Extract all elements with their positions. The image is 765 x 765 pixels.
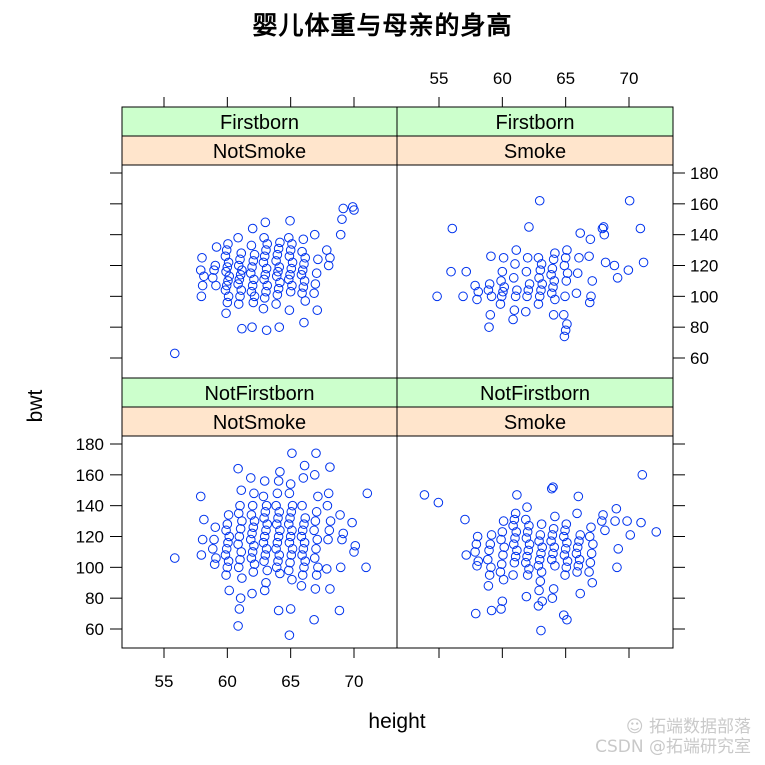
panel-frame-top-left (121, 164, 398, 379)
watermark-line1: 拓端数据部落 (649, 717, 751, 737)
x-tick-label: 65 (281, 672, 300, 691)
y-tick-label: 100 (76, 558, 104, 577)
y-tick-label: 160 (76, 466, 104, 485)
strip-label-parity: NotFirstborn (480, 383, 590, 405)
strip-label-parity: Firstborn (496, 112, 575, 134)
panel-strip-bottom-left: NotFirstborn NotSmoke (121, 377, 398, 437)
panel-points-bottom-left (169, 448, 373, 640)
x-tick-label: 60 (493, 69, 512, 88)
panel-strip-top-left: Firstborn NotSmoke (121, 106, 398, 166)
strip-label-smoke: Smoke (504, 141, 566, 163)
y-tick-label: 100 (690, 287, 718, 306)
panel-strip-top-right: Firstborn Smoke (396, 106, 674, 166)
x-tick-label: 70 (620, 69, 639, 88)
y-tick-label: 80 (690, 318, 709, 337)
x-tick-label: 55 (155, 672, 174, 691)
panel-frames (121, 164, 674, 649)
strip-label-smoke: Smoke (504, 412, 566, 434)
panel-frame-bottom-right (396, 435, 674, 649)
panel-strips: FirstbornNotSmokeFirstbornSmokeNotFirstb… (121, 106, 674, 437)
y-tick-label: 180 (76, 435, 104, 454)
y-tick-label: 120 (690, 257, 718, 276)
panel-strip-bottom-right: NotFirstborn Smoke (396, 377, 674, 437)
y-tick-label: 160 (690, 195, 718, 214)
data-points (169, 195, 662, 640)
y-tick-label: 60 (690, 349, 709, 368)
panel-points-top-right (432, 195, 649, 342)
panel-points-top-left (169, 202, 359, 359)
panel-frame-top-right (396, 164, 674, 379)
strip-label-smoke: NotSmoke (213, 141, 306, 163)
y-tick-label: 80 (85, 589, 104, 608)
y-axis-left-bottom: 60 80 100 120 140 160 180 (76, 435, 685, 639)
x-tick-label: 55 (430, 69, 449, 88)
y-tick-label: 120 (76, 528, 104, 547)
axes: 55 60 65 70 55 60 65 70 60 80 100 120 140 160 180 60 80 1… (76, 69, 719, 691)
x-axis-bottom: 55 60 65 70 (155, 648, 630, 691)
strip-label-parity: NotFirstborn (204, 383, 314, 405)
y-tick-label: 140 (690, 226, 718, 245)
strip-label-smoke: NotSmoke (213, 412, 306, 434)
chart-title: 婴儿体重与母亲的身高 (252, 11, 513, 40)
x-axis-top: 55 60 65 70 (163, 69, 639, 107)
y-tick-label: 60 (85, 620, 104, 639)
strip-label-parity: Firstborn (220, 112, 299, 134)
x-tick-label: 70 (345, 672, 364, 691)
y-tick-label: 140 (76, 497, 104, 516)
x-tick-label: 65 (556, 69, 575, 88)
x-tick-label: 60 (218, 672, 237, 691)
watermark-line2: CSDN @拓端研究室 (595, 737, 751, 757)
watermark: ☺ 拓端数据部落 CSDN @拓端研究室 (595, 717, 751, 757)
wechat-icon: ☺ (625, 717, 649, 737)
y-axis-right-top: 60 80 100 120 140 160 180 (110, 164, 718, 368)
panel-points-bottom-right (419, 470, 662, 636)
y-tick-label: 180 (690, 164, 718, 183)
y-axis-label: bwt (24, 389, 47, 422)
x-axis-label: height (368, 710, 425, 733)
